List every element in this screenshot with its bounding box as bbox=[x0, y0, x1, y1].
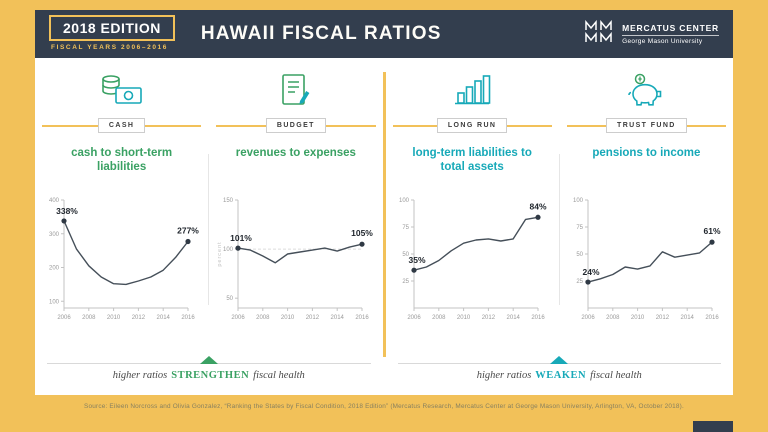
budget-ratio-chart: 50 100 150 2006 2008 2010 2012 2014 2016 percent 1… bbox=[214, 180, 378, 333]
svg-text:2012: 2012 bbox=[656, 315, 670, 321]
longrun-ratio-chart: 25 50 75 100 2006 2008 2010 2012 2014 2016 35% 84% bbox=[390, 180, 554, 333]
page-title: HAWAII FISCAL RATIOS bbox=[200, 23, 442, 44]
edition-badge: 2018 EDITION bbox=[49, 15, 175, 41]
svg-text:2016: 2016 bbox=[531, 315, 545, 321]
svg-text:2010: 2010 bbox=[631, 315, 645, 321]
svg-text:25: 25 bbox=[577, 279, 584, 285]
up-arrow-icon bbox=[550, 356, 569, 364]
budget-checklist-icon bbox=[279, 72, 313, 108]
strengthen-text: higher ratios STRENGTHEN fiscal health bbox=[112, 370, 305, 381]
weaken-verdict: higher ratios WEAKEN fiscal health bbox=[386, 353, 734, 395]
svg-text:2010: 2010 bbox=[457, 315, 471, 321]
svg-text:100: 100 bbox=[223, 247, 234, 253]
content-panel: CASH cash to short-term liabilities 100 2… bbox=[35, 58, 733, 395]
category-rule: BUDGET bbox=[209, 116, 382, 134]
bar-growth-icon bbox=[452, 72, 492, 108]
svg-text:277%: 277% bbox=[177, 226, 199, 236]
mercatus-logo-icon bbox=[584, 19, 614, 49]
metric-title-longrun: long-term liabilities to total assets bbox=[412, 147, 532, 174]
svg-text:percent: percent bbox=[217, 241, 223, 266]
svg-text:300: 300 bbox=[49, 232, 60, 238]
svg-text:2006: 2006 bbox=[582, 315, 596, 321]
logo-name: MERCATUS CENTER bbox=[622, 23, 719, 36]
svg-text:2010: 2010 bbox=[281, 315, 295, 321]
svg-text:2012: 2012 bbox=[482, 315, 496, 321]
metric-title-budget: revenues to expenses bbox=[235, 147, 356, 159]
up-arrow-icon bbox=[199, 356, 218, 364]
svg-text:35%: 35% bbox=[409, 255, 426, 265]
svg-text:50: 50 bbox=[577, 252, 584, 258]
category-label-budget: BUDGET bbox=[265, 117, 326, 133]
money-stack-icon bbox=[99, 72, 145, 108]
metric-column-cash: CASH cash to short-term liabilities 100 2… bbox=[35, 58, 208, 353]
svg-text:2010: 2010 bbox=[107, 315, 121, 321]
svg-text:100: 100 bbox=[573, 198, 584, 204]
svg-text:84%: 84% bbox=[530, 201, 547, 211]
svg-text:75: 75 bbox=[577, 225, 584, 231]
column-divider bbox=[208, 154, 210, 305]
cash-ratio-chart: 100 200 300 400 2006 2008 2010 2012 2014 2016 338%… bbox=[40, 180, 204, 333]
svg-text:2008: 2008 bbox=[256, 315, 270, 321]
category-label-trustfund: TRUST FUND bbox=[606, 117, 687, 133]
svg-text:2012: 2012 bbox=[306, 315, 320, 321]
svg-text:200: 200 bbox=[49, 266, 60, 272]
weaken-text: higher ratios WEAKEN fiscal health bbox=[476, 370, 642, 381]
logo-text: MERCATUS CENTER George Mason University bbox=[622, 23, 719, 45]
svg-text:2016: 2016 bbox=[181, 315, 195, 321]
svg-text:150: 150 bbox=[223, 198, 234, 204]
svg-text:2008: 2008 bbox=[432, 315, 446, 321]
category-rule: CASH bbox=[35, 116, 208, 134]
edition-block: 2018 EDITION FISCAL YEARS 2006–2016 bbox=[49, 15, 175, 51]
svg-text:2006: 2006 bbox=[407, 315, 421, 321]
corner-tab bbox=[693, 421, 733, 432]
category-rule: TRUST FUND bbox=[560, 116, 733, 134]
svg-text:50: 50 bbox=[226, 296, 233, 302]
strengthen-half: CASH cash to short-term liabilities 100 2… bbox=[35, 58, 383, 395]
metric-title-trustfund: pensions to income bbox=[592, 147, 701, 159]
svg-text:2012: 2012 bbox=[131, 315, 145, 321]
svg-text:100: 100 bbox=[399, 198, 410, 204]
center-divider bbox=[382, 72, 386, 357]
svg-text:338%: 338% bbox=[56, 206, 78, 216]
svg-text:400: 400 bbox=[49, 198, 60, 204]
svg-text:2006: 2006 bbox=[231, 315, 245, 321]
metric-title-cash: cash to short-term liabilities bbox=[71, 147, 173, 174]
mercatus-logo: MERCATUS CENTER George Mason University bbox=[584, 19, 719, 49]
category-label-cash: CASH bbox=[97, 117, 146, 133]
category-rule: LONG RUN bbox=[386, 116, 559, 134]
logo-subtitle: George Mason University bbox=[622, 38, 703, 45]
metric-column-budget: BUDGET revenues to expenses 50 100 150 2006… bbox=[209, 58, 382, 353]
svg-text:50: 50 bbox=[402, 252, 409, 258]
svg-text:105%: 105% bbox=[351, 228, 373, 238]
svg-text:101%: 101% bbox=[230, 233, 252, 243]
trustfund-ratio-chart: 25 50 75 100 2006 2008 2010 2012 2014 2016 24% 61% bbox=[564, 180, 728, 333]
weaken-half: LONG RUN long-term liabilities to total … bbox=[386, 58, 734, 395]
svg-text:2008: 2008 bbox=[606, 315, 620, 321]
svg-text:25: 25 bbox=[402, 279, 409, 285]
category-label-longrun: LONG RUN bbox=[436, 117, 508, 133]
svg-text:61%: 61% bbox=[704, 226, 721, 236]
svg-text:2014: 2014 bbox=[330, 315, 344, 321]
header-bar: 2018 EDITION FISCAL YEARS 2006–2016 HAWA… bbox=[35, 10, 733, 58]
svg-text:75: 75 bbox=[402, 225, 409, 231]
svg-text:2016: 2016 bbox=[355, 315, 369, 321]
svg-text:2014: 2014 bbox=[681, 315, 695, 321]
svg-text:2016: 2016 bbox=[706, 315, 720, 321]
svg-text:24%: 24% bbox=[583, 267, 600, 277]
metric-column-longrun: LONG RUN long-term liabilities to total … bbox=[386, 58, 559, 353]
strengthen-verdict: higher ratios STRENGTHEN fiscal health bbox=[35, 353, 383, 395]
svg-text:2008: 2008 bbox=[82, 315, 96, 321]
svg-text:2014: 2014 bbox=[156, 315, 170, 321]
metric-column-trustfund: TRUST FUND pensions to income 25 50 75 100 2… bbox=[560, 58, 733, 353]
fiscal-years-label: FISCAL YEARS 2006–2016 bbox=[51, 44, 168, 51]
svg-text:100: 100 bbox=[49, 299, 60, 305]
svg-text:2014: 2014 bbox=[507, 315, 521, 321]
piggy-bank-icon bbox=[626, 72, 666, 108]
source-citation: Source: Eileen Norcross and Olivia Gonza… bbox=[84, 403, 684, 410]
column-divider bbox=[558, 154, 560, 305]
svg-text:2006: 2006 bbox=[57, 315, 71, 321]
